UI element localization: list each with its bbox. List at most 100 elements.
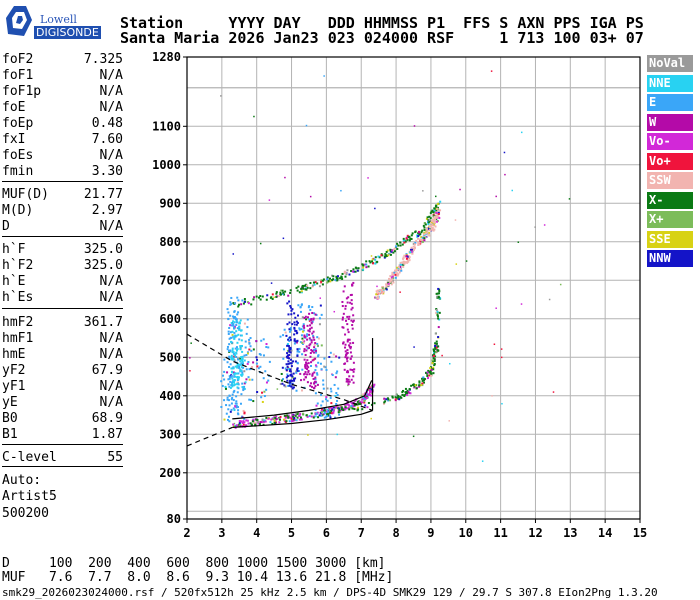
echo-column-point xyxy=(239,319,242,322)
echo-column-point xyxy=(239,360,242,363)
noise-point xyxy=(232,253,235,255)
echo-point xyxy=(317,361,320,364)
echo-column-point xyxy=(289,351,292,354)
echo-point xyxy=(302,339,305,342)
echo-point xyxy=(435,216,438,219)
echo-point xyxy=(340,406,343,409)
echo-point xyxy=(244,346,247,349)
echo-point xyxy=(323,407,326,410)
echo-column-point xyxy=(293,321,296,324)
echo-point xyxy=(364,404,367,407)
echo-point xyxy=(350,401,353,404)
echo-point xyxy=(358,400,361,403)
param-label-23: C-level xyxy=(2,450,57,465)
echo-point xyxy=(390,283,393,286)
echo-column-point xyxy=(240,356,243,359)
echo-point xyxy=(292,414,295,417)
echo-column-point xyxy=(289,380,292,383)
echo-point xyxy=(279,415,282,418)
echo-column-point xyxy=(303,350,306,353)
echo-point xyxy=(418,238,421,241)
echo-column-point xyxy=(344,350,347,353)
echo-point xyxy=(380,254,383,257)
echo-point xyxy=(299,372,302,375)
echo-point xyxy=(338,407,341,410)
echo-point xyxy=(432,357,435,360)
echo-column-point xyxy=(352,381,355,384)
echo-column-point xyxy=(344,307,347,310)
echo-point xyxy=(370,394,373,397)
echo-point xyxy=(333,383,336,386)
echo-point xyxy=(300,303,303,306)
echo-column-point xyxy=(303,378,306,381)
noise-point xyxy=(435,195,437,198)
echo-point xyxy=(296,413,299,416)
echo-point xyxy=(436,292,439,295)
echo-point xyxy=(233,325,236,328)
echo-column-point xyxy=(311,311,314,314)
echo-point xyxy=(372,384,375,387)
echo-column-point xyxy=(233,321,236,324)
echo-point xyxy=(385,288,388,291)
echo-point xyxy=(228,420,231,423)
echo-column-point xyxy=(230,340,233,343)
echo-point xyxy=(420,231,423,234)
echo-point xyxy=(396,274,399,277)
noise-point xyxy=(319,297,322,299)
echo-point xyxy=(382,286,385,289)
echo-point xyxy=(428,219,431,222)
echo-point xyxy=(300,291,303,294)
param-value-17: N/A xyxy=(99,347,123,362)
model-trace-line xyxy=(232,380,373,420)
echo-point xyxy=(298,328,301,331)
echo-point xyxy=(323,409,326,412)
echo-point xyxy=(432,211,435,214)
echo-point xyxy=(255,295,258,298)
echo-column-point xyxy=(238,325,241,328)
noise-point xyxy=(534,226,536,228)
echo-column-point xyxy=(228,385,231,388)
noise-point xyxy=(347,384,349,387)
noise-point xyxy=(413,125,416,127)
echo-column-point xyxy=(343,362,346,365)
echo-column-point xyxy=(286,323,289,326)
echo-point xyxy=(409,392,412,395)
echo-point xyxy=(423,226,426,229)
echo-column-point xyxy=(305,362,308,365)
param-label-12: h`F2 xyxy=(2,258,34,273)
noise-point xyxy=(259,242,262,245)
echo-point xyxy=(316,342,319,345)
echo-point xyxy=(410,237,413,240)
echo-point xyxy=(318,285,321,288)
echo-column-point xyxy=(294,377,297,380)
param-label-6: foEs xyxy=(2,148,34,163)
echo-point xyxy=(438,290,441,293)
echo-column-point xyxy=(314,357,317,360)
echo-column-point xyxy=(303,326,306,329)
echo-point xyxy=(432,218,435,221)
echo-point xyxy=(228,377,231,380)
echo-column-point xyxy=(344,346,347,349)
echo-point xyxy=(427,369,430,372)
echo-column-point xyxy=(236,366,239,369)
echo-point xyxy=(429,221,432,224)
echo-point xyxy=(438,318,441,321)
echo-column-point xyxy=(241,350,244,353)
echo-column-point xyxy=(314,313,317,316)
echo-column-point xyxy=(342,312,345,315)
echo-point xyxy=(327,412,330,415)
echo-point xyxy=(341,277,344,280)
echo-point xyxy=(245,368,248,371)
echo-column-point xyxy=(231,349,234,352)
echo-point xyxy=(433,353,436,356)
echo-point xyxy=(236,424,239,427)
echo-point xyxy=(434,355,437,358)
echo-column-point xyxy=(346,351,349,354)
echo-point xyxy=(275,291,278,294)
echo-point xyxy=(338,413,341,416)
echo-column-point xyxy=(341,318,344,321)
echo-point xyxy=(437,213,440,216)
footer-file-info: smk29_2026023024000.rsf / 520fx512h 25 k… xyxy=(2,586,658,599)
echo-point xyxy=(346,400,349,403)
echo-column-point xyxy=(293,339,296,342)
